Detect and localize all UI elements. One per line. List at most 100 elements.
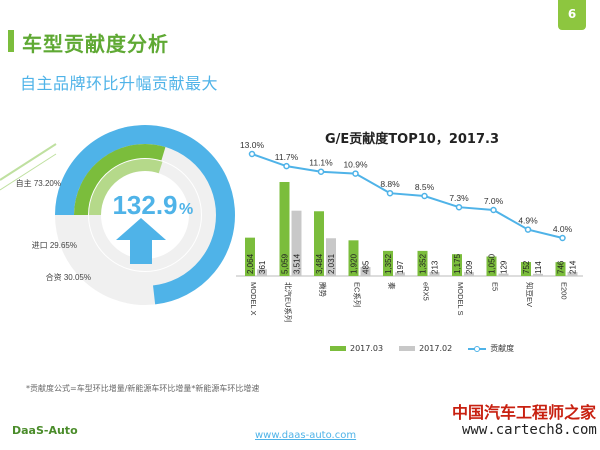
bar-value-label: 752 [522, 260, 531, 274]
bar-value-label: 214 [569, 260, 578, 274]
bar-value-label: 213 [431, 260, 440, 274]
bar-2017-03 [521, 262, 531, 276]
bar-2017-02 [257, 269, 267, 276]
legend-label: 2017.03 [350, 344, 384, 353]
bar-value-label: 1,352 [419, 253, 428, 274]
bar-2017-02 [395, 272, 405, 276]
bar-value-label: 485 [362, 260, 371, 274]
chart-legend: 2017.03 2017.02 贡献度 [330, 343, 514, 354]
line-point [352, 170, 359, 177]
line-point [524, 226, 532, 233]
legend-label: 贡献度 [490, 344, 515, 353]
bar-2017-02 [464, 272, 474, 276]
bar-2017-02 [291, 210, 302, 276]
bar-value-label: 2,031 [327, 253, 336, 274]
line-point [421, 192, 428, 200]
category-label: 知豆EV [525, 282, 535, 307]
line-point [455, 203, 463, 211]
donut-center-value: 132.9 [112, 190, 177, 220]
line-value-label: 8.5% [415, 182, 435, 192]
line-value-label: 11.7% [275, 152, 299, 162]
bar-2017-03 [486, 256, 497, 276]
bar-2017-02 [360, 266, 371, 276]
line-value-label: 10.9% [343, 160, 368, 170]
bar-value-label: 129 [500, 260, 509, 274]
bar-value-label: 3,514 [293, 253, 302, 274]
line-point [490, 206, 497, 214]
footnote: *贡献度公式=车型环比增量/新能源车环比增量*新能源车环比增速 [26, 384, 260, 393]
bar-value-label: 5,059 [281, 253, 290, 274]
legend-swatch-gray [399, 346, 416, 351]
title-accent-bar [8, 30, 14, 52]
category-label: E5 [491, 282, 500, 291]
donut-arc-合资 [89, 159, 163, 216]
line-point [559, 234, 566, 242]
legend-item-2017-03: 2017.03 [330, 344, 383, 353]
bar-value-label: 3,484 [315, 253, 324, 274]
bar-2017-03 [314, 211, 324, 276]
line-contribution [251, 153, 563, 239]
bar-value-label: 114 [534, 261, 543, 274]
bar-2017-03 [383, 250, 393, 276]
line-value-label: 4.0% [553, 224, 573, 234]
bar-value-label: 209 [465, 260, 474, 274]
category-label: eRX5 [422, 282, 431, 301]
legend-item-2017-02: 2017.02 [399, 344, 452, 353]
bar-value-label: 361 [258, 260, 267, 274]
category-label: 腾势 [318, 282, 328, 297]
bar-2017-02 [326, 238, 336, 276]
donut-center-unit: % [179, 201, 193, 218]
bar-value-label: 1,352 [384, 253, 393, 274]
bar-2017-02 [533, 273, 543, 276]
line-point [317, 168, 325, 175]
bar-2017-03 [555, 262, 566, 276]
legend-item-contribution: 贡献度 [468, 343, 514, 354]
donut-label: 合资 30.05% [46, 272, 91, 282]
decorative-lines [0, 143, 57, 191]
line-value-label: 11.1% [309, 158, 333, 168]
line-value-label: 7.3% [449, 193, 469, 203]
line-point [248, 150, 256, 158]
line-value-label: 4.9% [518, 216, 538, 226]
donut-label: 自主 73.20% [16, 178, 61, 188]
legend-swatch-green [330, 346, 346, 351]
bar-2017-02 [567, 272, 578, 276]
watermark-text: 中国汽车工程师之家 [452, 403, 597, 422]
bar-2017-03 [245, 237, 255, 276]
bar-2017-03 [417, 250, 428, 276]
bar-2017-02 [498, 273, 509, 276]
category-label: MODEL S [456, 282, 465, 315]
bar-value-label: 2,064 [246, 253, 255, 274]
line-point [386, 189, 394, 197]
bar-value-label: 1,175 [453, 253, 462, 274]
page-title: 车型贡献度分析 [22, 32, 169, 56]
brand-logo: DaaS-Auto [12, 424, 78, 437]
bar-2017-02 [429, 272, 440, 276]
line-value-label: 8.8% [380, 179, 400, 189]
page-number: 6 [558, 0, 586, 30]
category-label: EC系列 [353, 282, 363, 307]
line-point [283, 162, 290, 170]
page-subtitle: 自主品牌环比升幅贡献最大 [20, 74, 219, 93]
bar-value-label: 746 [557, 260, 566, 274]
bar-2017-03 [452, 254, 462, 276]
bar-value-label: 1,050 [488, 253, 497, 274]
footer-link[interactable]: www.daas-auto.com [255, 430, 357, 441]
donut-arc-自主 [55, 125, 235, 305]
category-label: E200 [560, 282, 569, 300]
category-label: MODEL X [249, 282, 258, 315]
category-label: 北汽EU系列 [284, 282, 294, 322]
donut-arc-进口 [74, 144, 166, 216]
bar-2017-03 [279, 182, 290, 276]
line-value-label: 7.0% [484, 196, 504, 206]
bar-value-label: 1,920 [350, 253, 359, 274]
line-value-label: 13.0% [240, 140, 265, 150]
category-label: 秦 [387, 282, 397, 290]
bar-2017-03 [348, 240, 359, 276]
watermark-url: www.cartech8.com [462, 422, 597, 438]
up-arrow-icon [116, 218, 166, 264]
chart-title: G/E贡献度TOP10，2017.3 [325, 132, 500, 147]
